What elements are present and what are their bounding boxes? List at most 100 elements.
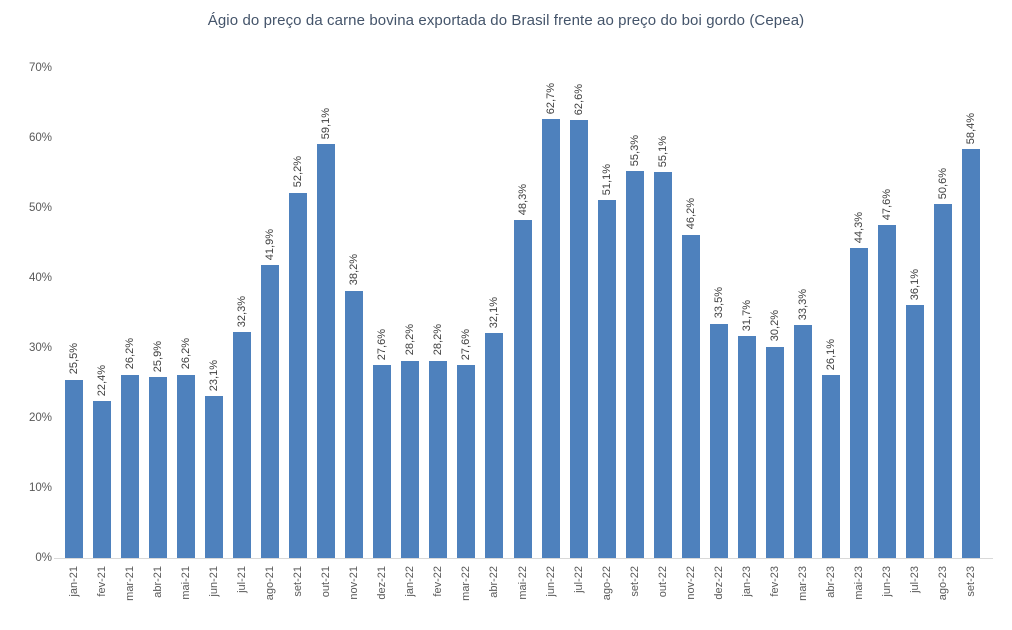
x-axis-label: jul-23	[908, 566, 921, 593]
bar-value-label: 33,3%	[796, 288, 809, 320]
x-axis-label: fev-22	[432, 566, 445, 597]
x-axis-label: dez-22	[712, 566, 725, 600]
bar-value-label: 46,2%	[684, 198, 697, 230]
bar-value-label: 51,1%	[600, 164, 613, 196]
x-axis-label: dez-21	[376, 566, 389, 600]
bar	[401, 360, 420, 558]
bar-value-label: 48,3%	[516, 183, 529, 215]
bar	[289, 192, 308, 558]
bar	[65, 379, 83, 558]
x-axis-label: mar-21	[124, 566, 137, 601]
bar-value-label: 26,1%	[824, 339, 837, 371]
y-axis: 0% 10% 20% 30% 40% 50% 60% 70%	[6, 62, 52, 564]
bar-value-label: 55,1%	[656, 136, 669, 168]
bar-value-label: 50,6%	[936, 167, 949, 199]
bar	[429, 360, 448, 558]
bar-value-label: 36,1%	[908, 269, 921, 301]
x-axis-label: mar-22	[460, 566, 473, 601]
bar-value-label: 22,4%	[96, 365, 109, 397]
x-axis-label: abr-21	[152, 566, 165, 598]
bar-value-label: 52,2%	[292, 156, 305, 188]
x-axis-label: jun-23	[880, 566, 893, 597]
bar	[793, 324, 812, 558]
x-axis-label: nov-21	[348, 566, 361, 600]
bar-value-label: 30,2%	[768, 310, 781, 342]
bar	[373, 364, 392, 558]
x-axis-label: set-21	[292, 566, 305, 597]
bar	[345, 290, 364, 558]
bar	[961, 149, 980, 558]
bar	[485, 333, 504, 558]
bar	[653, 172, 672, 558]
x-axis-label: set-23	[964, 566, 977, 597]
bar	[625, 170, 644, 558]
bar	[933, 203, 952, 558]
x-axis-label: jul-22	[572, 566, 585, 593]
bar-value-label: 41,9%	[264, 228, 277, 260]
bar-value-label: 28,2%	[404, 324, 417, 356]
x-axis-label: ago-22	[600, 566, 613, 601]
bar-value-label: 32,3%	[236, 295, 249, 327]
bar	[513, 219, 532, 558]
bar-value-label: 25,5%	[68, 343, 80, 375]
y-axis-tick-label: 10%	[28, 482, 52, 494]
bar-value-label: 55,3%	[628, 134, 641, 166]
bar-value-label: 26,2%	[180, 338, 193, 370]
bar	[457, 364, 476, 558]
x-axis-label: abr-22	[488, 566, 501, 598]
y-axis-tick-label: 40%	[28, 272, 52, 284]
bar-value-label: 58,4%	[964, 113, 977, 145]
bar	[821, 375, 840, 558]
bar-value-label: 27,6%	[460, 328, 473, 360]
bar-value-label: 33,5%	[712, 287, 725, 319]
bar	[149, 376, 168, 558]
x-axis-label: jun-21	[208, 566, 221, 597]
x-axis-label: nov-22	[684, 566, 697, 600]
bar	[93, 401, 112, 558]
bar	[905, 305, 924, 558]
bar	[177, 374, 196, 558]
bar	[541, 119, 560, 558]
bar	[233, 331, 252, 558]
bar-value-label: 44,3%	[852, 211, 865, 243]
y-axis-tick-label: 0%	[35, 552, 52, 564]
x-axis-label: jan-21	[68, 566, 80, 597]
bar	[261, 264, 280, 558]
x-axis-label: mai-22	[516, 566, 529, 600]
x-axis-label: ago-23	[936, 566, 949, 601]
bar	[877, 224, 896, 558]
bar-value-label: 23,1%	[208, 360, 221, 392]
bar-value-label: 38,2%	[348, 254, 361, 286]
bar	[765, 346, 784, 558]
bar	[569, 119, 588, 558]
bar	[849, 247, 868, 558]
bar-value-label: 62,7%	[544, 82, 557, 115]
bar	[737, 336, 756, 558]
x-axis-label: jan-22	[404, 566, 417, 597]
x-axis-label: set-22	[628, 566, 641, 597]
bar-value-label: 32,1%	[488, 297, 501, 329]
bar-value-label: 28,2%	[432, 324, 445, 356]
plot-area: 25,5% jan-21 22,4% fev-21 26,2% mar-21 25,9% ab…	[54, 68, 993, 601]
x-axis-label: out-21	[320, 566, 333, 598]
y-axis-tick-label: 20%	[28, 412, 52, 424]
x-axis-label: mai-23	[852, 566, 865, 600]
bar-value-label: 26,2%	[124, 338, 137, 370]
bar	[597, 200, 616, 558]
x-axis-label: out-22	[656, 566, 669, 598]
x-axis-label: jan-23	[740, 566, 753, 597]
bar	[681, 234, 700, 558]
bar	[317, 144, 336, 558]
y-axis-tick-label: 30%	[28, 342, 52, 354]
bar-value-label: 31,7%	[740, 299, 753, 332]
y-axis-tick-label: 70%	[28, 62, 52, 74]
bar-value-label: 27,6%	[376, 328, 389, 360]
x-axis-label: jun-22	[544, 566, 557, 597]
x-axis-line	[54, 558, 993, 559]
x-axis-label: abr-23	[824, 566, 837, 598]
x-axis-label: ago-21	[264, 566, 277, 601]
y-axis-tick-label: 60%	[28, 132, 52, 144]
bar	[205, 396, 224, 558]
bar	[709, 323, 728, 558]
